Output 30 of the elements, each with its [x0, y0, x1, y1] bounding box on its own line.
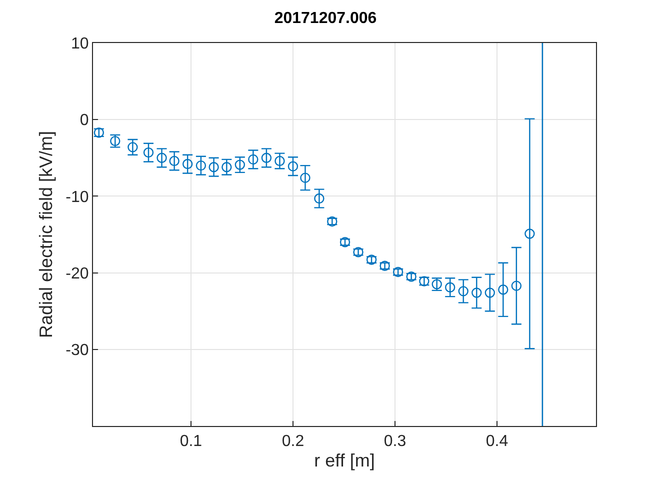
point [288, 161, 298, 172]
x-tick-label: 0.1 [180, 433, 202, 450]
x-axis-title: r eff [m] [314, 450, 375, 470]
point [484, 288, 495, 298]
y-tick-label: 10 [71, 36, 89, 53]
x-tick-label: 0.4 [486, 433, 508, 450]
point [261, 152, 272, 163]
point [182, 158, 193, 170]
point [300, 172, 310, 183]
x-tick-label: 0.2 [282, 433, 304, 450]
point [511, 280, 522, 291]
point [196, 160, 206, 171]
point [458, 286, 468, 296]
y-tick-label: -30 [66, 342, 89, 359]
point [208, 162, 219, 172]
x-tick-label: 0.3 [384, 433, 406, 450]
y-tick-label: -20 [66, 265, 89, 282]
point [156, 152, 167, 163]
point [143, 147, 154, 158]
point [445, 282, 456, 292]
y-axis-title: Radial electric field [kV/m] [36, 130, 56, 338]
point [524, 228, 535, 239]
y-tick-label: -10 [66, 188, 89, 206]
point [314, 193, 324, 204]
chart-title: 20171207.006 [274, 10, 377, 27]
point [248, 154, 258, 165]
point [472, 288, 482, 298]
point [498, 284, 508, 295]
point [169, 156, 180, 166]
y-tick-label: 0 [80, 112, 89, 130]
